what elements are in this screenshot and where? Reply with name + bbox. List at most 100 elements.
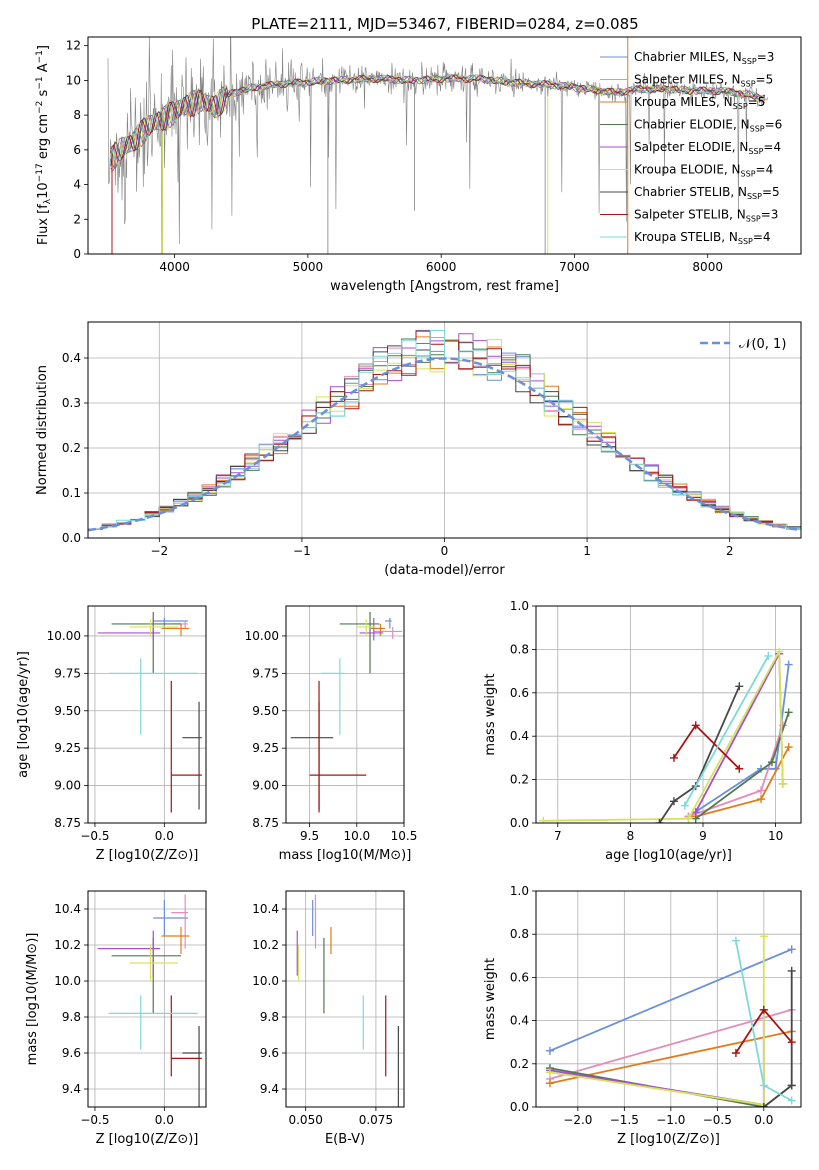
point-salpeter_miles — [757, 786, 766, 795]
point-chabrier_miles — [545, 1046, 554, 1055]
legend-entry-kroupa_miles: Kroupa MILES, NSSP=5 — [634, 95, 765, 111]
legend-text: Kroupa ELODIE, N — [634, 163, 741, 177]
series-chabrier_stelib — [658, 685, 741, 823]
x-tick-label: 10.0 — [343, 829, 370, 843]
x-axis-label: age [log10(age/yr)] — [605, 848, 732, 863]
point-salpeter_stelib — [735, 764, 744, 773]
panel-spectrum: 4000 5000 6000 7000 8000 0 2 4 6 8 10 12 wavelength … — [35, 36, 802, 294]
axes-frame — [87, 605, 207, 824]
y-tick-label: 4 — [73, 178, 81, 192]
series-salpeter_elodie — [694, 650, 784, 813]
x-tick-label: −2.0 — [563, 1113, 592, 1127]
y-tick-label: 9.75 — [54, 666, 81, 680]
legend-text: Salpeter ELODIE, N — [634, 140, 748, 154]
y-axis-label-part: s — [36, 89, 51, 100]
y-tick-label: 8.75 — [252, 816, 279, 830]
x-axis-label: Z [log10(Z/Z⊙)] — [617, 1132, 720, 1147]
point-kroupa_miles — [545, 1079, 554, 1088]
legend-text: Chabrier STELIB, N — [634, 185, 747, 199]
series-chabrier_stelib — [763, 970, 793, 1107]
x-tick-label: 10.5 — [391, 829, 418, 843]
y-tick-label: 9.00 — [252, 779, 279, 793]
y-tick-label: 0.6 — [510, 686, 529, 700]
y-tick-label: 9.50 — [54, 704, 81, 718]
point-salpeter_stelib — [669, 753, 678, 762]
point-kroupa_elodie — [759, 932, 768, 941]
point-salpeter_stelib — [731, 1049, 740, 1057]
legend-entry-salpeter_miles: Salpeter MILES, NSSP=5 — [634, 73, 773, 89]
y-tick-label: 8.75 — [54, 816, 81, 830]
y-tick-label: 0.4 — [62, 351, 81, 365]
gridlines — [88, 891, 206, 1107]
legend-sub: SSP — [742, 57, 757, 66]
gaussian-curve — [88, 357, 799, 532]
panel-age_vs_mass: 9.5 10.0 10.5 8.75 9.00 9.25 9.50 9.75 10.00 mass… — [245, 605, 418, 863]
y-tick-label: 0.2 — [510, 773, 529, 787]
x-tick-label: −0.5 — [80, 1113, 109, 1127]
plot-area — [107, 37, 768, 254]
point-chabrier_stelib — [787, 1081, 796, 1090]
spectrum-observed — [107, 37, 768, 254]
y-tick-label: 0.0 — [62, 531, 81, 545]
x-tick-label: 10 — [768, 829, 783, 843]
x-tick-label: 6000 — [426, 260, 457, 274]
panel-mass_weight_vs_age: 7 8 9 10 0.0 0.2 0.4 0.6 0.8 1.0 age [log10(age/yr… — [483, 599, 802, 863]
y-tick-label: 0.0 — [510, 816, 529, 830]
y-tick-label: 9.4 — [62, 1082, 81, 1096]
x-axis-label: E(B-V) — [325, 1132, 365, 1147]
legend-entry-kroupa_elodie: Kroupa ELODIE, NSSP=4 — [634, 163, 773, 179]
legend-n: =4 — [753, 230, 771, 244]
y-tick-label: 0.6 — [510, 970, 529, 984]
y-axis-label: mass [log10(M/M⊙)] — [25, 933, 40, 1066]
legend-sub: SSP — [741, 170, 756, 179]
x-axis-label: (data-model)/error — [384, 563, 505, 578]
point-salpeter_stelib — [787, 1038, 796, 1047]
panel-mass_weight_vs_Z: −2.0 −1.5 −1.0 −0.5 0.0 0.0 0.2 0.4 0.6 0.8 1.0 Z [… — [483, 884, 802, 1147]
y-tick-label: 10.00 — [47, 629, 81, 643]
x-tick-label: 7000 — [559, 260, 590, 274]
axes-frame — [535, 890, 802, 1108]
y-tick-label: 0.8 — [510, 642, 529, 656]
point-salpeter_stelib — [759, 1005, 768, 1014]
plot-area — [97, 894, 202, 1107]
legend-gaussian-label: 𝒩(0, 1) — [739, 337, 786, 352]
point-kroupa_stelib — [764, 651, 773, 660]
point-chabrier_stelib — [759, 1103, 768, 1107]
legend-n: =3 — [757, 50, 775, 64]
point-kroupa_stelib — [787, 1096, 796, 1105]
y-tick-label: 10.4 — [54, 902, 81, 916]
plot-area — [539, 647, 793, 823]
y-tick-label: 0.3 — [62, 396, 81, 410]
point-kroupa_elodie — [778, 779, 787, 788]
y-tick-label: 10.0 — [54, 974, 81, 988]
x-tick-label: 0.075 — [359, 1113, 393, 1127]
point-chabrier_miles — [784, 660, 793, 669]
x-tick-label: 8 — [627, 829, 635, 843]
legend-text: Kroupa MILES, N — [634, 95, 733, 109]
x-tick-label: 2 — [726, 544, 734, 558]
point-kroupa_miles — [784, 743, 793, 752]
point-kroupa_stelib — [680, 801, 689, 810]
y-tick-label: 9.75 — [252, 666, 279, 680]
y-tick-label: 0.4 — [510, 729, 529, 743]
legend-n: =4 — [763, 140, 781, 154]
plot-area — [296, 894, 399, 1107]
axes-frame — [87, 36, 802, 255]
legend-sub: SSP — [750, 125, 765, 134]
x-tick-label: −2 — [150, 544, 168, 558]
legend-entry-chabrier_elodie: Chabrier ELODIE, NSSP=6 — [634, 118, 782, 134]
y-tick-label: 12 — [66, 39, 81, 53]
y-axis-label: mass weight — [483, 673, 498, 755]
legend-entry-kroupa_stelib: Kroupa STELIB, NSSP=4 — [634, 230, 771, 246]
x-tick-label: −0.5 — [703, 1113, 732, 1127]
x-tick-label: 0.0 — [754, 1113, 773, 1127]
legend-sub: SSP — [746, 215, 761, 224]
legend-text: Salpeter MILES, N — [634, 73, 741, 87]
y-tick-label: 9.25 — [252, 741, 279, 755]
y-axis-label-part: A — [36, 63, 51, 76]
y-axis-label-part: λ — [43, 198, 53, 204]
x-tick-label: −1.5 — [610, 1113, 639, 1127]
legend-sub: SSP — [733, 102, 748, 111]
y-tick-label: 1.0 — [510, 884, 529, 898]
